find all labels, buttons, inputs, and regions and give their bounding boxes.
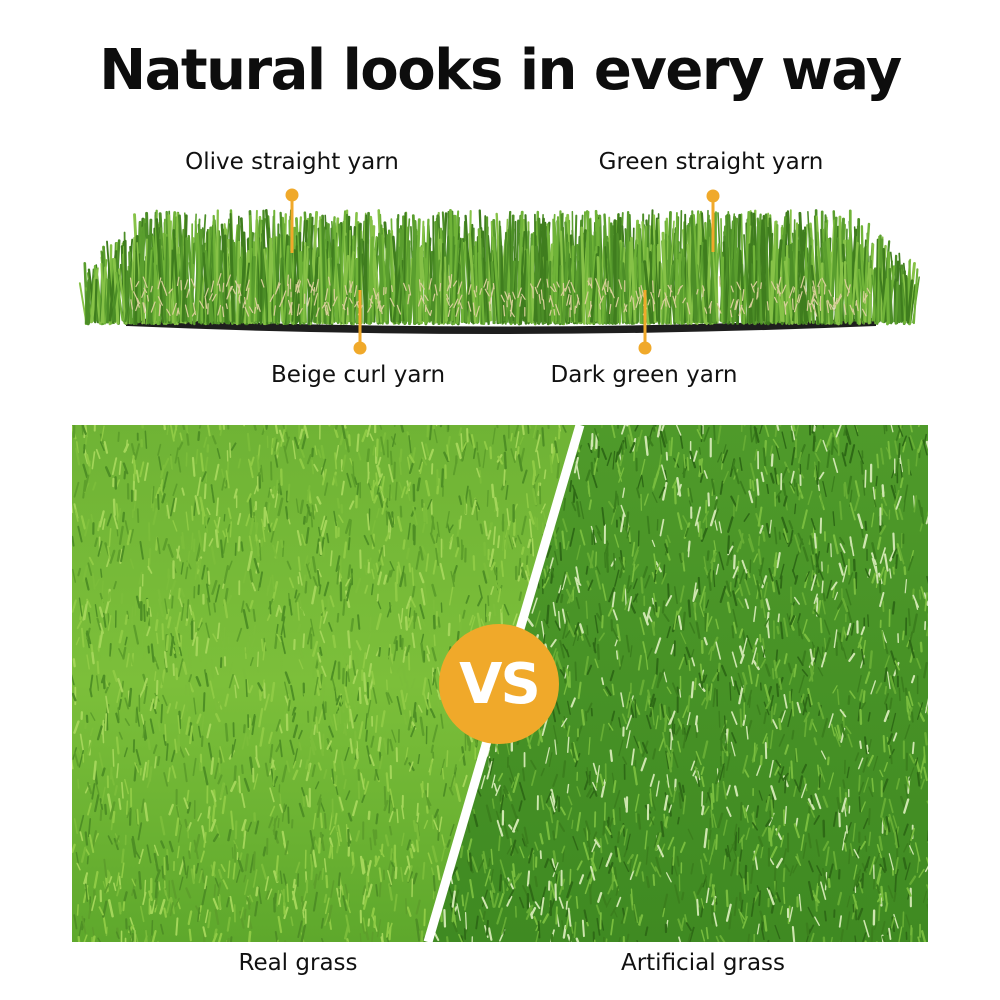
- grass-comparison-image: [72, 425, 928, 942]
- callout-dot: [353, 341, 367, 355]
- headline: Natural looks in every way: [99, 38, 902, 103]
- callout-olive-straight-yarn: Olive straight yarn: [185, 149, 399, 175]
- vs-badge: VS: [439, 624, 559, 744]
- turf-backing: [126, 318, 876, 334]
- callout-green-straight-yarn: Green straight yarn: [598, 149, 824, 175]
- callout-line: [290, 195, 294, 253]
- callout-line: [711, 196, 715, 252]
- callout-dark-green-yarn: Dark green yarn: [550, 362, 738, 388]
- turf-sample-image: [78, 208, 920, 334]
- callout-line: [358, 290, 362, 348]
- artificial-grass-label: Artificial grass: [620, 950, 786, 976]
- callout-dot: [638, 341, 652, 355]
- real-grass-label: Real grass: [238, 950, 358, 976]
- callout-line: [643, 290, 647, 348]
- callout-beige-curl-yarn: Beige curl yarn: [270, 362, 446, 388]
